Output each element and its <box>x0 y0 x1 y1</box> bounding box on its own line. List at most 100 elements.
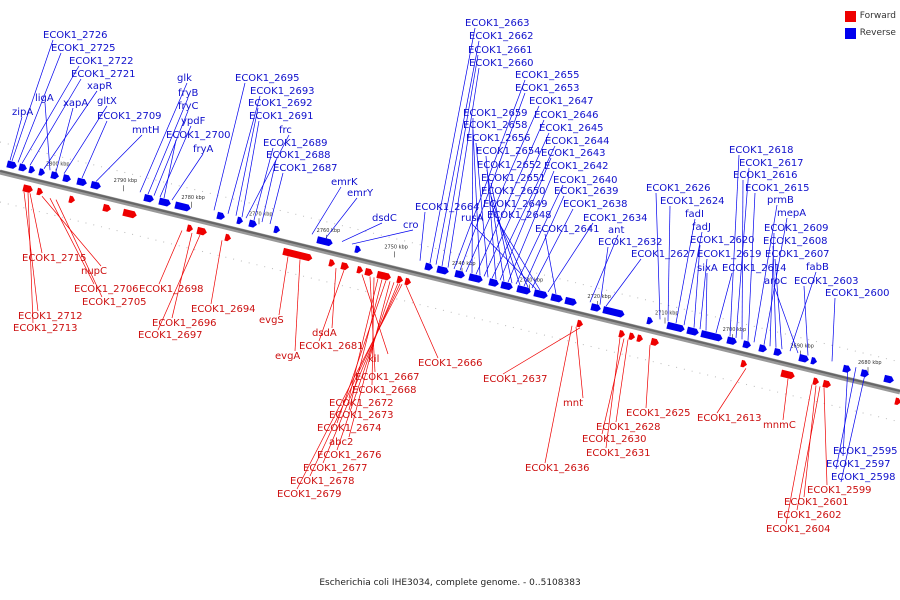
reverse-gene-label: ECOK1_2598 <box>831 472 896 483</box>
genome-backbone-layer <box>0 141 900 423</box>
leader-line <box>29 193 43 254</box>
reverse-swatch <box>844 27 856 39</box>
reverse-gene-label: ECOK1_2722 <box>69 56 134 67</box>
reverse-gene-label: ECOK1_2642 <box>544 161 609 172</box>
leader-line <box>318 269 345 342</box>
reverse-gene-label: ECOK1_2595 <box>833 446 898 457</box>
legend: Forward Reverse <box>844 8 896 42</box>
leader-line <box>361 274 389 355</box>
leader-line <box>835 367 857 470</box>
reverse-gene-arrow <box>236 216 243 225</box>
reverse-gene-label: ECOK1_2644 <box>545 136 610 147</box>
forward-gene-label: ECOK1_2625 <box>626 408 691 419</box>
reverse-gene-label: ECOK1_2616 <box>733 170 798 181</box>
leader-line <box>789 271 817 352</box>
leader-line <box>9 116 23 161</box>
reverse-gene-label: xapR <box>87 81 112 92</box>
forward-gene-label: ECOK1_2631 <box>586 448 651 459</box>
leader-line <box>605 258 642 307</box>
forward-gene-label: ECOK1_2679 <box>277 489 342 500</box>
forward-gene-arrow <box>740 359 747 368</box>
reverse-gene-label: ypdF <box>181 116 206 127</box>
leader-line <box>309 283 401 477</box>
leader-line <box>95 134 143 182</box>
leader-line <box>675 218 696 324</box>
leader-line <box>599 246 609 305</box>
reverse-gene-label: ECOK1_2659 <box>463 108 528 119</box>
reverse-gene-arrow <box>602 306 625 318</box>
leader-line <box>499 157 552 281</box>
tick-label: 2770 kbp <box>249 211 273 217</box>
leader-line <box>683 231 703 326</box>
leader-line <box>492 208 529 288</box>
reverse-gene-label: ECOK1_2639 <box>554 186 619 197</box>
leader-line <box>772 245 777 348</box>
reverse-gene-arrow <box>798 354 809 363</box>
leader-line <box>705 272 708 331</box>
reverse-gene-arrow <box>500 281 513 291</box>
forward-gene-arrow <box>68 195 75 204</box>
forward-gene-label: ECOK1_2696 <box>152 318 217 329</box>
leader-line <box>348 281 391 438</box>
reverse-gene-label: fryB <box>178 88 199 99</box>
leader-line <box>502 327 581 375</box>
leader-line <box>241 120 260 218</box>
forward-gene-label: ECOK1_2676 <box>317 450 382 461</box>
forward-gene-label: dsdA <box>312 328 337 339</box>
reverse-gene-label: fadI <box>685 209 704 220</box>
forward-gene-label: ECOK1_2674 <box>317 423 382 434</box>
leader-line <box>693 244 701 328</box>
reverse-gene-label: ECOK1_2656 <box>466 133 531 144</box>
leader-line <box>729 154 740 337</box>
leader-line <box>741 179 744 340</box>
reverse-gene-arrow <box>564 296 577 306</box>
forward-gene-arrow <box>618 330 625 338</box>
tick-label: 2720 kbp <box>587 294 611 300</box>
leader-line <box>147 97 189 195</box>
reverse-gene-label: emrK <box>331 177 358 188</box>
reverse-gene-label: ECOK1_2634 <box>583 213 648 224</box>
reverse-gene-label: mntH <box>132 125 160 136</box>
reverse-gene-label: ECOK1_2660 <box>469 58 534 69</box>
leader-line <box>278 256 289 316</box>
forward-gene-arrow <box>102 203 111 212</box>
reverse-gene-arrow <box>842 364 851 373</box>
forward-gene-arrow <box>636 334 643 342</box>
leader-line <box>322 283 399 464</box>
tick-label: 2680 kbp <box>858 360 882 366</box>
leader-line <box>774 258 783 350</box>
forward-gene-arrow <box>822 379 831 388</box>
forward-gene-label: ECOK1_2694 <box>191 304 256 315</box>
backbone-line <box>0 170 900 392</box>
reverse-gene-label: ECOK1_2692 <box>248 98 313 109</box>
leader-line <box>615 339 629 423</box>
forward-gene-arrow <box>650 337 659 346</box>
leader-line <box>605 337 621 449</box>
reverse-gene-arrow <box>700 330 723 342</box>
leader-line <box>235 107 259 216</box>
reverse-gene-label: ECOK1_2607 <box>765 249 830 260</box>
leader-line <box>840 369 867 483</box>
leader-line <box>773 285 799 354</box>
reverse-gene-label: ECOK1_2641 <box>535 224 600 235</box>
leader-line <box>486 169 505 282</box>
forward-gene-label: ECOK1_2681 <box>299 341 364 352</box>
leader-line <box>589 234 619 303</box>
leader-line <box>453 79 526 270</box>
reverse-gene-label: gltX <box>97 96 117 107</box>
reverse-gene-arrow <box>666 321 685 333</box>
leader-line <box>491 145 556 279</box>
forward-gene-label: ECOK1_2673 <box>329 410 394 421</box>
forward-gene-label: ECOK1_2706 <box>74 284 139 295</box>
reverse-gene-label: ECOK1_2650 <box>481 186 546 197</box>
reverse-gene-label: ECOK1_2693 <box>250 86 315 97</box>
leader-line <box>753 204 778 343</box>
leader-line <box>544 325 573 464</box>
forward-gene-arrow <box>328 259 335 267</box>
leader-line <box>11 39 54 162</box>
forward-gene-label: mnt <box>563 398 583 409</box>
reverse-gene-arrow <box>860 369 869 378</box>
leader-line <box>49 198 95 285</box>
reverse-gene-label: fryC <box>178 101 199 112</box>
